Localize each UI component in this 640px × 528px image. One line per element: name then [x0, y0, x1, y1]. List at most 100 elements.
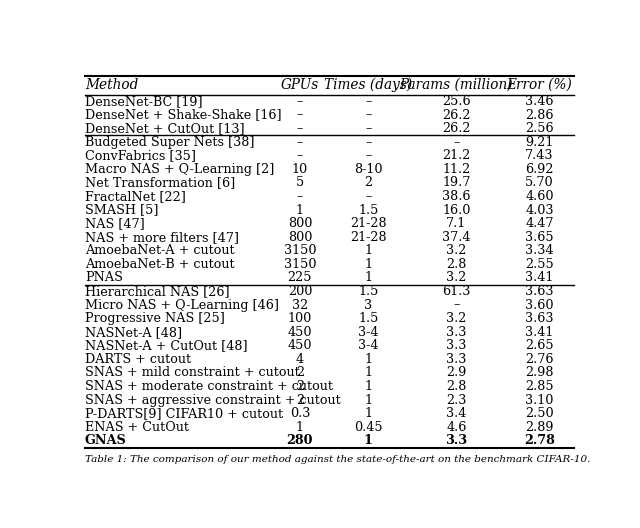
- Text: 21.2: 21.2: [442, 149, 470, 162]
- Text: 2.85: 2.85: [525, 380, 554, 393]
- Text: 280: 280: [287, 434, 313, 447]
- Text: 1: 1: [364, 353, 372, 366]
- Text: 450: 450: [287, 326, 312, 338]
- Text: 9.21: 9.21: [525, 136, 554, 149]
- Text: 1: 1: [296, 203, 304, 216]
- Text: –: –: [365, 190, 371, 203]
- Text: 1.5: 1.5: [358, 203, 378, 216]
- Text: ConvFabrics [35]: ConvFabrics [35]: [85, 149, 196, 162]
- Text: 2.86: 2.86: [525, 109, 554, 121]
- Text: 1.5: 1.5: [358, 285, 378, 298]
- Text: Method: Method: [85, 78, 138, 92]
- Text: DenseNet + CutOut [13]: DenseNet + CutOut [13]: [85, 122, 244, 135]
- Text: Budgeted Super Nets [38]: Budgeted Super Nets [38]: [85, 136, 255, 149]
- Text: 225: 225: [287, 271, 312, 285]
- Text: NAS [47]: NAS [47]: [85, 217, 145, 230]
- Text: 3-4: 3-4: [358, 326, 379, 338]
- Text: 3.63: 3.63: [525, 285, 554, 298]
- Text: –: –: [453, 298, 460, 312]
- Text: 2: 2: [296, 393, 304, 407]
- Text: 26.2: 26.2: [442, 109, 470, 121]
- Text: –: –: [297, 122, 303, 135]
- Text: 26.2: 26.2: [442, 122, 470, 135]
- Text: 1: 1: [364, 244, 372, 257]
- Text: ENAS + CutOut: ENAS + CutOut: [85, 421, 189, 433]
- Text: 3150: 3150: [284, 244, 316, 257]
- Text: 5.70: 5.70: [525, 176, 554, 190]
- Text: 3.60: 3.60: [525, 298, 554, 312]
- Text: 800: 800: [288, 231, 312, 244]
- Text: 2: 2: [296, 380, 304, 393]
- Text: 7.43: 7.43: [525, 149, 554, 162]
- Text: NASNet-A + CutOut [48]: NASNet-A + CutOut [48]: [85, 340, 248, 352]
- Text: P-DARTS[9] CIFAR10 + cutout: P-DARTS[9] CIFAR10 + cutout: [85, 407, 283, 420]
- Text: NAS + more filters [47]: NAS + more filters [47]: [85, 231, 239, 244]
- Text: 4: 4: [296, 353, 304, 366]
- Text: 2.89: 2.89: [525, 421, 554, 433]
- Text: FractalNet [22]: FractalNet [22]: [85, 190, 186, 203]
- Text: –: –: [297, 136, 303, 149]
- Text: 16.0: 16.0: [442, 203, 470, 216]
- Text: Hierarchical NAS [26]: Hierarchical NAS [26]: [85, 285, 230, 298]
- Text: 7.1: 7.1: [446, 217, 467, 230]
- Text: Error (%): Error (%): [506, 78, 572, 92]
- Text: 25.6: 25.6: [442, 95, 470, 108]
- Text: –: –: [365, 95, 371, 108]
- Text: 800: 800: [288, 217, 312, 230]
- Text: 3.2: 3.2: [446, 244, 467, 257]
- Text: 3-4: 3-4: [358, 340, 379, 352]
- Text: 3.46: 3.46: [525, 95, 554, 108]
- Text: 3.41: 3.41: [525, 271, 554, 285]
- Text: –: –: [297, 95, 303, 108]
- Text: 4.47: 4.47: [525, 217, 554, 230]
- Text: PNAS: PNAS: [85, 271, 123, 285]
- Text: 5: 5: [296, 176, 304, 190]
- Text: 1: 1: [364, 393, 372, 407]
- Text: 2.55: 2.55: [525, 258, 554, 271]
- Text: 10: 10: [292, 163, 308, 176]
- Text: 3.4: 3.4: [446, 407, 467, 420]
- Text: –: –: [297, 109, 303, 121]
- Text: 4.60: 4.60: [525, 190, 554, 203]
- Text: DenseNet-BC [19]: DenseNet-BC [19]: [85, 95, 203, 108]
- Text: –: –: [365, 109, 371, 121]
- Text: 3.63: 3.63: [525, 312, 554, 325]
- Text: 11.2: 11.2: [442, 163, 470, 176]
- Text: 1: 1: [364, 434, 372, 447]
- Text: 21-28: 21-28: [350, 231, 387, 244]
- Text: –: –: [453, 136, 460, 149]
- Text: 3.3: 3.3: [446, 353, 467, 366]
- Text: DARTS + cutout: DARTS + cutout: [85, 353, 191, 366]
- Text: GPUs: GPUs: [281, 78, 319, 92]
- Text: 2.8: 2.8: [446, 380, 467, 393]
- Text: 3.34: 3.34: [525, 244, 554, 257]
- Text: 3150: 3150: [284, 258, 316, 271]
- Text: 2: 2: [364, 176, 372, 190]
- Text: 2.50: 2.50: [525, 407, 554, 420]
- Text: 2.98: 2.98: [525, 366, 554, 380]
- Text: –: –: [365, 136, 371, 149]
- Text: 6.92: 6.92: [525, 163, 554, 176]
- Text: 1: 1: [364, 271, 372, 285]
- Text: 3.3: 3.3: [446, 326, 467, 338]
- Text: 2.65: 2.65: [525, 340, 554, 352]
- Text: 2.76: 2.76: [525, 353, 554, 366]
- Text: 2.9: 2.9: [446, 366, 467, 380]
- Text: 200: 200: [288, 285, 312, 298]
- Text: 3: 3: [364, 298, 372, 312]
- Text: 3.2: 3.2: [446, 312, 467, 325]
- Text: 37.4: 37.4: [442, 231, 470, 244]
- Text: 2: 2: [296, 366, 304, 380]
- Text: 61.3: 61.3: [442, 285, 470, 298]
- Text: Macro NAS + Q-Learning [2]: Macro NAS + Q-Learning [2]: [85, 163, 275, 176]
- Text: Net Transformation [6]: Net Transformation [6]: [85, 176, 236, 190]
- Text: Table 1: The comparison of our method against the state-of-the-art on the benchm: Table 1: The comparison of our method ag…: [85, 455, 590, 464]
- Text: –: –: [365, 149, 371, 162]
- Text: 32: 32: [292, 298, 308, 312]
- Text: 4.03: 4.03: [525, 203, 554, 216]
- Text: 3.2: 3.2: [446, 271, 467, 285]
- Text: 1: 1: [364, 258, 372, 271]
- Text: 1.5: 1.5: [358, 312, 378, 325]
- Text: 2.8: 2.8: [446, 258, 467, 271]
- Text: –: –: [365, 122, 371, 135]
